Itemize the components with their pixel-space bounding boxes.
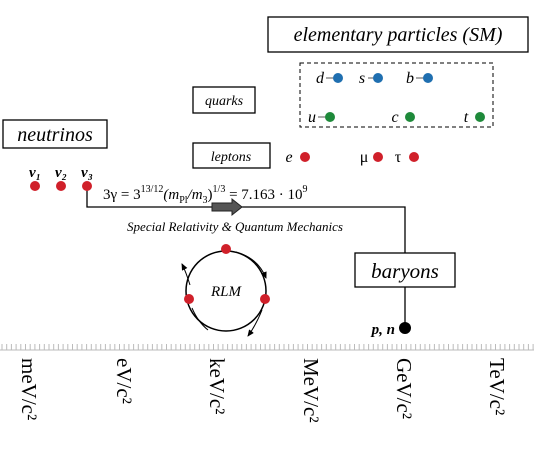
cycle-dot [260,294,270,304]
quark-label: u [308,109,316,126]
scale-label: TeV/c² [485,358,509,415]
sm-box [267,16,529,53]
quark-label: c [391,109,398,126]
quark-dot [475,112,485,122]
scale-label: meV/c² [17,358,41,420]
baryons-box [354,252,456,288]
quark-dot [333,73,343,83]
quark-label: b [406,70,414,87]
quark-dot [373,73,383,83]
cycle-arrow [235,251,267,279]
lepton-dot [409,152,419,162]
quark-dot [423,73,433,83]
lepton-dot [373,152,383,162]
neutrino-dot [82,181,92,191]
neutrino-label: ν₃ [81,165,93,181]
scale-label: eV/c² [112,358,136,404]
baryons-label: baryons [371,259,439,283]
cycle-label: RLM [210,284,243,300]
connector [86,186,406,253]
baryon-text: p, n [370,322,395,338]
formula: 3γ = 313/12(mPl/m3)1/3 = 7.163 · 109 [103,184,308,206]
neutrino-label: ν₁ [29,165,41,181]
arrow-label: Special Relativity & Quantum Mechanics [127,219,343,234]
cycle-arrow [247,309,263,337]
quarks-label: quarks [205,94,244,109]
neutrino-dot [56,181,66,191]
baryon-dot [399,322,411,334]
cycle-arrow [181,263,191,286]
lepton-label: e [285,149,292,166]
neutrino-dot [30,181,40,191]
lepton-label: τ [395,149,402,166]
leptons-box [192,142,271,169]
scale-label: MeV/c² [299,358,323,423]
lepton-label: μ [360,149,369,166]
lepton-dot [300,152,310,162]
quark-dot [325,112,335,122]
quark-dot [405,112,415,122]
scale-label: GeV/c² [392,358,416,419]
sm-label: elementary particles (SM) [294,24,503,46]
quark-label: d [316,70,325,87]
cycle-dot [221,244,231,254]
scale-label: keV/c² [205,358,229,414]
quark-label: t [464,109,469,126]
quark-label: s [359,70,365,87]
leptons-label: leptons [211,150,252,165]
quark-frame [299,62,494,128]
arrow [211,197,243,217]
neutrinos-box [2,119,108,149]
cycle-dot [184,294,194,304]
neutrinos-label: neutrinos [17,124,93,146]
cycle-arrow [191,307,209,331]
neutrino-label: ν₂ [55,165,67,181]
quarks-box [192,86,256,114]
